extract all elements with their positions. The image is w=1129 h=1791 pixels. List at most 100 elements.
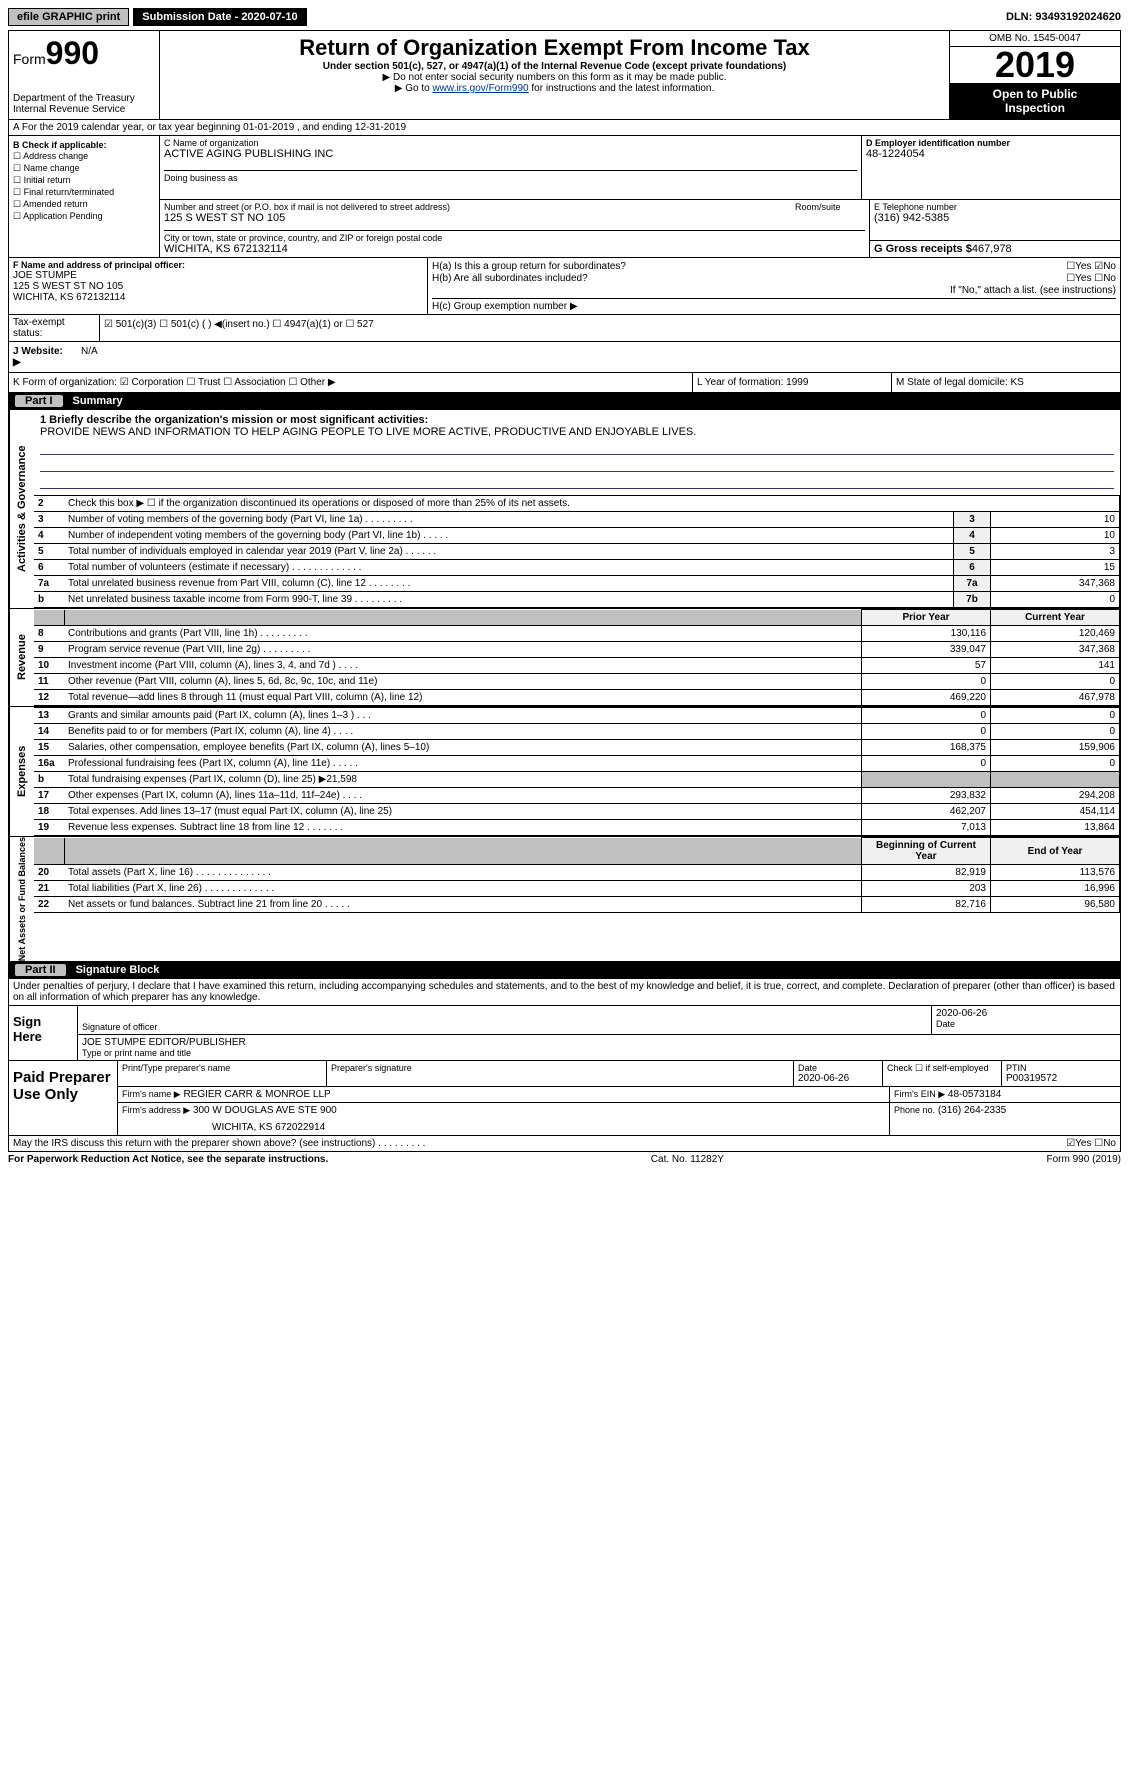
box-i-label: Tax-exempt status: <box>9 315 100 341</box>
revenue-table: Prior Year Current Year 8Contributions a… <box>34 609 1120 706</box>
paid-preparer-block: Paid Preparer Use Only Print/Type prepar… <box>8 1061 1121 1136</box>
tax-year: 2019 <box>950 47 1120 83</box>
website-row: J Website: ▶ N/A <box>8 342 1121 373</box>
form-footer: For Paperwork Reduction Act Notice, see … <box>8 1152 1121 1167</box>
table-row: 17Other expenses (Part IX, column (A), l… <box>34 788 1120 804</box>
form-footer-right: Form 990 (2019) <box>1047 1154 1121 1165</box>
table-row: 14Benefits paid to or for members (Part … <box>34 724 1120 740</box>
org-name: ACTIVE AGING PUBLISHING INC <box>164 148 857 160</box>
ssn-note: ▶ Do not enter social security numbers o… <box>168 72 941 83</box>
revenue-section: Revenue Prior Year Current Year 8Contrib… <box>8 609 1121 707</box>
table-row: 22Net assets or fund balances. Subtract … <box>34 897 1120 913</box>
box-l: L Year of formation: 1999 <box>692 373 891 392</box>
box-e: E Telephone number (316) 942-5385 <box>870 200 1120 241</box>
ein-value: 48-1224054 <box>866 148 1116 160</box>
discuss-answer[interactable]: ☑Yes ☐No <box>1066 1138 1116 1149</box>
gross-receipts-value: 467,978 <box>972 243 1012 255</box>
box-i-options[interactable]: ☑ 501(c)(3) ☐ 501(c) ( ) ◀(insert no.) ☐… <box>100 315 1120 341</box>
hb-answer[interactable]: ☐Yes ☐No <box>1066 273 1116 284</box>
governance-section: Activities & Governance 1 Briefly descri… <box>8 410 1121 609</box>
table-row: 7aTotal unrelated business revenue from … <box>34 576 1120 592</box>
website-value: N/A <box>77 342 1120 372</box>
firm-ein: 48-0573184 <box>948 1089 1001 1100</box>
table-row: 19Revenue less expenses. Subtract line 1… <box>34 820 1120 836</box>
signature-block: Under penalties of perjury, I declare th… <box>8 979 1121 1061</box>
dept-treasury: Department of the Treasury <box>13 93 155 104</box>
paid-preparer-label: Paid Preparer Use Only <box>9 1061 118 1135</box>
chk-amended[interactable]: ☐ Amended return <box>13 199 155 210</box>
form-title: Return of Organization Exempt From Incom… <box>168 35 941 61</box>
expenses-table: 13Grants and similar amounts paid (Part … <box>34 707 1120 836</box>
firm-phone: (316) 264-2335 <box>938 1105 1006 1116</box>
vtab-revenue: Revenue <box>9 609 34 706</box>
box-g: G Gross receipts $467,978 <box>870 241 1120 257</box>
chk-name-change[interactable]: ☐ Name change <box>13 163 155 174</box>
tax-exempt-row: Tax-exempt status: ☑ 501(c)(3) ☐ 501(c) … <box>8 315 1121 342</box>
penalty-text: Under penalties of perjury, I declare th… <box>9 979 1120 1005</box>
telephone-value: (316) 942-5385 <box>874 212 1116 224</box>
table-row: 12Total revenue—add lines 8 through 11 (… <box>34 690 1120 706</box>
irs-link[interactable]: www.irs.gov/Form990 <box>432 83 528 94</box>
netassets-section: Net Assets or Fund Balances Beginning of… <box>8 837 1121 962</box>
box-c-name: C Name of organization ACTIVE AGING PUBL… <box>160 136 862 200</box>
cat-no: Cat. No. 11282Y <box>651 1154 724 1165</box>
ha-answer[interactable]: ☐Yes ☑No <box>1066 261 1116 272</box>
table-row: 8Contributions and grants (Part VIII, li… <box>34 626 1120 642</box>
table-row: 15Salaries, other compensation, employee… <box>34 740 1120 756</box>
chk-application-pending[interactable]: ☐ Application Pending <box>13 211 155 222</box>
paperwork-notice: For Paperwork Reduction Act Notice, see … <box>8 1154 328 1165</box>
dln-text: DLN: 93493192024620 <box>1006 11 1121 23</box>
fgh-row: F Name and address of principal officer:… <box>8 258 1121 315</box>
box-b: B Check if applicable: ☐ Address change … <box>9 136 160 257</box>
form-org-row: K Form of organization: ☑ Corporation ☐ … <box>8 373 1121 393</box>
table-row: 13Grants and similar amounts paid (Part … <box>34 708 1120 724</box>
table-row: bTotal fundraising expenses (Part IX, co… <box>34 772 1120 788</box>
table-row: 4Number of independent voting members of… <box>34 528 1120 544</box>
box-c-address: Number and street (or P.O. box if mail i… <box>160 200 870 257</box>
governance-table: 2Check this box ▶ ☐ if the organization … <box>34 495 1120 608</box>
chk-final-return[interactable]: ☐ Final return/terminated <box>13 187 155 198</box>
vtab-governance: Activities & Governance <box>9 410 34 608</box>
row-a: A For the 2019 calendar year, or tax yea… <box>8 120 1121 136</box>
table-row: 6Total number of volunteers (estimate if… <box>34 560 1120 576</box>
part-i-header: Part I Summary <box>8 393 1121 410</box>
city-state-zip: WICHITA, KS 672132114 <box>164 243 865 255</box>
box-h: H(a) Is this a group return for subordin… <box>428 258 1120 314</box>
irs-text: Internal Revenue Service <box>13 104 155 115</box>
firm-address-2: WICHITA, KS 672022914 <box>212 1122 885 1133</box>
box-k[interactable]: K Form of organization: ☑ Corporation ☐ … <box>9 373 692 392</box>
chk-address-change[interactable]: ☐ Address change <box>13 151 155 162</box>
box-d: D Employer identification number 48-1224… <box>862 136 1120 200</box>
vtab-expenses: Expenses <box>9 707 34 836</box>
mission-text: PROVIDE NEWS AND INFORMATION TO HELP AGI… <box>40 426 1114 438</box>
form-subtitle: Under section 501(c), 527, or 4947(a)(1)… <box>168 61 941 72</box>
sign-here-label: Sign Here <box>9 1006 78 1060</box>
officer-name: JOE STUMPE <box>13 270 423 281</box>
table-row: 11Other revenue (Part VIII, column (A), … <box>34 674 1120 690</box>
form-number: Form990 <box>13 35 155 72</box>
firm-name: REGIER CARR & MONROE LLP <box>183 1089 330 1100</box>
form-header: Form990 Department of the Treasury Inter… <box>8 30 1121 120</box>
table-row: 9Program service revenue (Part VIII, lin… <box>34 642 1120 658</box>
goto-note: ▶ Go to www.irs.gov/Form990 for instruct… <box>168 83 941 94</box>
chk-initial-return[interactable]: ☐ Initial return <box>13 175 155 186</box>
table-row: 5Total number of individuals employed in… <box>34 544 1120 560</box>
table-row: 16aProfessional fundraising fees (Part I… <box>34 756 1120 772</box>
table-row: 20Total assets (Part X, line 16) . . . .… <box>34 865 1120 881</box>
topbar: efile GRAPHIC print Submission Date - 20… <box>8 8 1121 26</box>
open-to-public: Open to PublicInspection <box>950 83 1120 119</box>
submission-date-button[interactable]: Submission Date - 2020-07-10 <box>133 8 306 26</box>
table-row: bNet unrelated business taxable income f… <box>34 592 1120 608</box>
netassets-table: Beginning of Current Year End of Year 20… <box>34 837 1120 913</box>
street-address: 125 S WEST ST NO 105 <box>164 212 865 224</box>
ptin-value: P00319572 <box>1006 1073 1116 1084</box>
preparer-date: 2020-06-26 <box>798 1073 878 1084</box>
self-employed-check[interactable]: Check ☐ if self-employed <box>887 1063 997 1074</box>
firm-address-1: 300 W DOUGLAS AVE STE 900 <box>193 1105 337 1116</box>
efile-button[interactable]: efile GRAPHIC print <box>8 8 129 26</box>
brief-description: 1 Briefly describe the organization's mi… <box>34 410 1120 495</box>
sign-date: 2020-06-26 <box>936 1008 1116 1019</box>
table-row: 3Number of voting members of the governi… <box>34 512 1120 528</box>
box-m: M State of legal domicile: KS <box>891 373 1120 392</box>
part-ii-header: Part II Signature Block <box>8 962 1121 979</box>
